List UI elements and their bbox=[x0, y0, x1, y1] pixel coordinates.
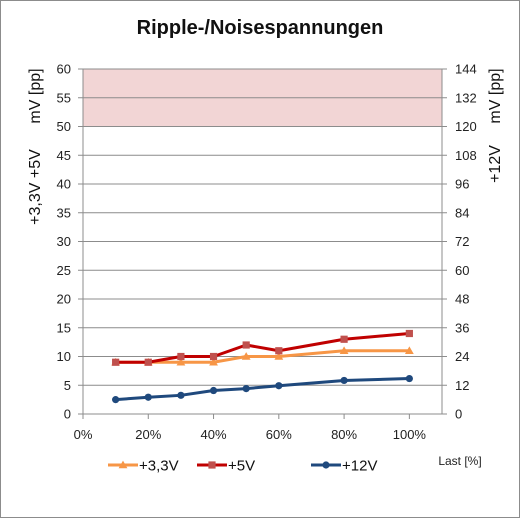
y-right-tick-label: 144 bbox=[455, 62, 477, 77]
y-left-tick-label: 60 bbox=[57, 62, 71, 77]
y-right-axis-label-rail: +12V bbox=[487, 145, 504, 183]
y-right-tick-label: 24 bbox=[455, 349, 469, 364]
data-point-12v bbox=[144, 393, 152, 401]
y-right-tick-label: 36 bbox=[455, 320, 469, 335]
x-tick-label: 40% bbox=[201, 427, 227, 442]
y-left-tick-label: 55 bbox=[57, 90, 71, 105]
y-right-tick-label: 120 bbox=[455, 119, 477, 134]
legend-label-12v: +12V bbox=[342, 458, 377, 475]
data-point-33v bbox=[404, 346, 414, 355]
legend: +3,3V +5V +12V bbox=[108, 458, 377, 475]
x-tick-label: 0% bbox=[74, 427, 93, 442]
y-right-tick-label: 48 bbox=[455, 292, 469, 307]
y-right-tick-label: 96 bbox=[455, 177, 469, 192]
data-point-33v bbox=[241, 352, 251, 360]
data-point-33v bbox=[176, 357, 186, 366]
y-left-tick-label: 50 bbox=[57, 119, 71, 134]
chart-title: Ripple-/Noisespannungen bbox=[137, 17, 384, 39]
series-line-12v bbox=[115, 377, 410, 402]
x-tick-label: 100% bbox=[393, 427, 427, 442]
y-right-tick-label: 12 bbox=[455, 378, 469, 393]
y-left-tick-label: 40 bbox=[57, 177, 71, 192]
data-point-5v bbox=[112, 358, 120, 366]
y-right-axis-label-unit: mV [pp] bbox=[487, 68, 504, 123]
data-point-12v bbox=[405, 374, 413, 383]
data-point-33v bbox=[339, 346, 349, 355]
series-line-5v bbox=[115, 332, 410, 364]
legend-label-5v: +5V bbox=[228, 458, 255, 475]
x-tick-label: 80% bbox=[331, 427, 357, 442]
y-right-tick-label: 72 bbox=[455, 234, 469, 249]
y-left-tick-label: 5 bbox=[64, 378, 71, 393]
data-point-5v bbox=[242, 341, 250, 349]
legend-marker-12v bbox=[322, 461, 330, 469]
data-point-5v bbox=[209, 352, 218, 361]
y-right-tick-label: 132 bbox=[455, 90, 477, 105]
data-point-12v bbox=[242, 385, 250, 393]
y-right-tick-label: 84 bbox=[455, 205, 469, 220]
plot-area: 0 5 10 15 20 25 30 35 40 45 50 55 60 0 12 24 36 48 60 72 84 9… bbox=[57, 62, 477, 443]
data-point-33v bbox=[274, 352, 284, 360]
legend-marker-33v bbox=[118, 460, 128, 469]
y-left-tick-label: 10 bbox=[57, 349, 71, 364]
y-right-tick-label: 108 bbox=[455, 148, 477, 163]
data-point-12v bbox=[177, 391, 185, 399]
legend-marker-5v bbox=[208, 461, 216, 469]
data-point-12v bbox=[340, 376, 348, 385]
y-left-tick-label: 0 bbox=[64, 407, 71, 422]
y-left-tick-label: 35 bbox=[57, 205, 71, 220]
data-point-5v bbox=[405, 329, 413, 338]
data-point-12v bbox=[112, 396, 120, 404]
y-left-tick-label: 25 bbox=[57, 263, 71, 278]
x-tick-label: 20% bbox=[135, 427, 161, 442]
data-point-12v bbox=[209, 386, 218, 395]
y-right-tick-label: 60 bbox=[455, 263, 469, 278]
y-left-tick-label: 15 bbox=[57, 320, 71, 335]
data-point-12v bbox=[275, 382, 283, 390]
data-point-5v bbox=[275, 347, 283, 355]
y-right-tick-label: 0 bbox=[455, 407, 462, 422]
data-point-5v bbox=[144, 358, 152, 366]
y-left-tick-label: 45 bbox=[57, 148, 71, 163]
data-point-5v bbox=[340, 335, 348, 343]
y-left-tick-label: 30 bbox=[57, 234, 71, 249]
y-left-axis-label-unit: mV [pp] bbox=[27, 68, 44, 123]
x-axis-label: Last [%] bbox=[438, 454, 481, 468]
y-left-tick-label: 20 bbox=[57, 292, 71, 307]
y-left-axis-label-rails: +3,3V +5V bbox=[27, 149, 44, 225]
x-tick-label: 60% bbox=[266, 427, 292, 442]
data-point-5v bbox=[177, 352, 185, 361]
data-point-33v bbox=[209, 357, 218, 366]
legend-label-33v: +3,3V bbox=[139, 458, 179, 475]
